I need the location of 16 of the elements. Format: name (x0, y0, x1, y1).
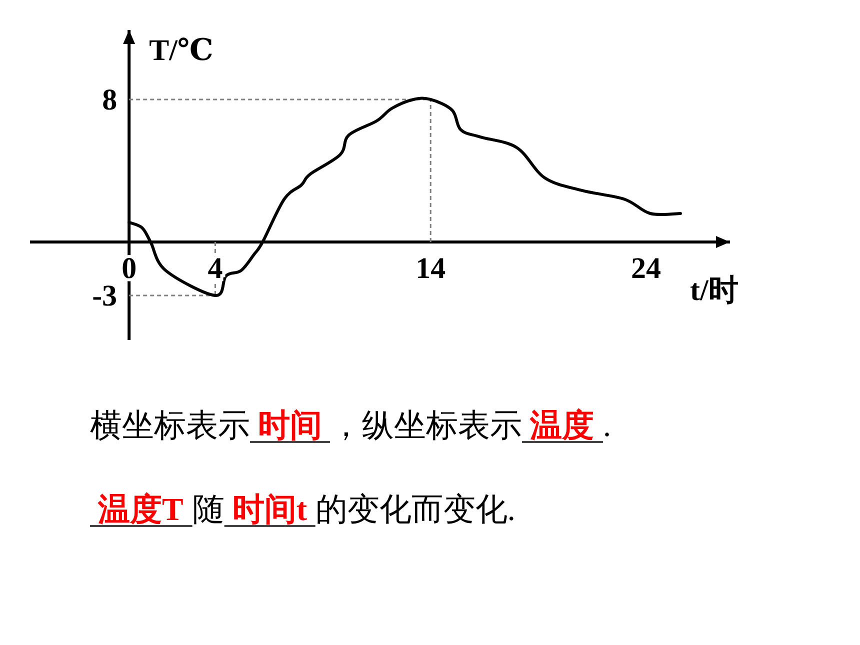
text: 的变化而变化. (315, 491, 516, 527)
x-tick-label: 4 (208, 252, 223, 286)
text: ，纵坐标表示 (330, 407, 522, 443)
y-tick-label: 8 (102, 83, 118, 116)
x-tick-label: 14 (416, 252, 446, 286)
text: 时间t (232, 491, 308, 527)
text: . (603, 407, 611, 443)
text: 横坐标表示 (90, 407, 250, 443)
text: 温度 (529, 407, 594, 443)
text: 温度T (97, 491, 184, 527)
x-tick-label: 24 (631, 252, 661, 286)
x-axis-title: t/时 (690, 274, 738, 308)
y-axis-title: T/℃ (149, 34, 214, 67)
y-tick-label: -3 (92, 279, 118, 312)
text: 时间 (258, 407, 322, 443)
text: 随 (192, 491, 224, 527)
